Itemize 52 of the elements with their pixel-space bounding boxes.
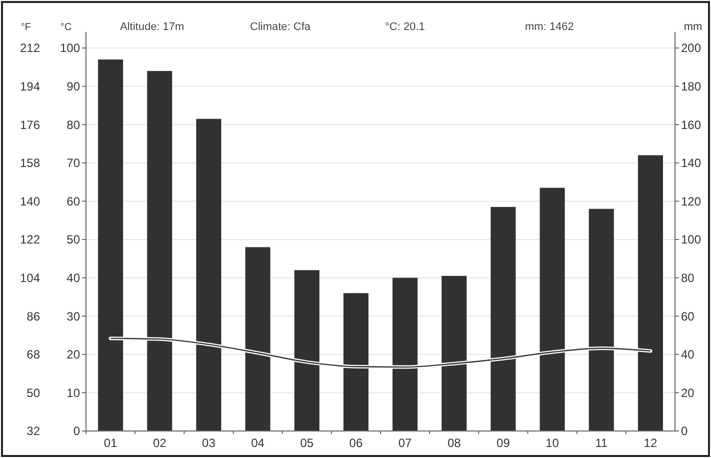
x-tick-label: 06 bbox=[349, 436, 363, 450]
text: Climate: Cfa bbox=[250, 21, 312, 33]
x-tick-label: 03 bbox=[202, 436, 216, 450]
y2-tick-label: 160 bbox=[681, 118, 702, 132]
y-tick-label: 30 bbox=[66, 309, 80, 324]
y3-tick-label: 104 bbox=[20, 271, 40, 285]
x-tick-label: 08 bbox=[447, 436, 462, 450]
y-tick-label: 100 bbox=[60, 41, 80, 56]
y-tick-label: 60 bbox=[66, 194, 80, 208]
y2-tick-label: 100 bbox=[681, 232, 702, 247]
y3-tick-label: 32 bbox=[26, 424, 40, 438]
y-tick-label: 70 bbox=[66, 156, 80, 170]
text: mm: 1462 bbox=[525, 21, 574, 33]
y3-tick-label: 68 bbox=[26, 348, 40, 362]
y-tick-label: 90 bbox=[66, 80, 80, 94]
x-tick-label: 04 bbox=[251, 436, 265, 450]
y-tick-label: 10 bbox=[66, 386, 80, 400]
x-tick-label: 12 bbox=[644, 436, 658, 450]
y3-tick-label: 50 bbox=[26, 386, 40, 400]
y-axis-title: °C bbox=[60, 22, 72, 33]
y2-tick-label: 80 bbox=[681, 271, 695, 285]
y2-tick-label: 200 bbox=[681, 41, 702, 56]
text: Altitude: 17m bbox=[120, 21, 184, 33]
y2-axis-title: mm bbox=[684, 21, 702, 33]
y2-tick-label: 0 bbox=[681, 424, 688, 438]
text: °C: 20.1 bbox=[385, 21, 425, 33]
y2-tick-label: 120 bbox=[681, 194, 702, 208]
y-tick-label: 50 bbox=[66, 232, 80, 247]
y2-tick-label: 140 bbox=[681, 156, 702, 170]
y2-tick-label: 180 bbox=[681, 80, 702, 94]
y3-tick-label: 158 bbox=[20, 156, 40, 170]
x-tick-label: 02 bbox=[152, 436, 167, 450]
y3-tick-label: 140 bbox=[20, 194, 40, 208]
y3-axis-title: °F bbox=[20, 22, 32, 33]
x-tick-label: 10 bbox=[546, 436, 560, 450]
x-tick-label: 05 bbox=[300, 436, 314, 450]
y3-tick-label: 212 bbox=[20, 41, 40, 56]
y-tick-label: 20 bbox=[66, 348, 80, 362]
x-tick-label: 01 bbox=[104, 436, 118, 450]
y-tick-label: 80 bbox=[66, 118, 80, 132]
y2-tick-label: 20 bbox=[681, 386, 695, 400]
x-tick-label: 11 bbox=[595, 436, 608, 450]
y3-tick-label: 86 bbox=[26, 309, 40, 324]
y-tick-label: 40 bbox=[66, 271, 80, 285]
y3-tick-label: 176 bbox=[20, 118, 40, 132]
y3-tick-label: 122 bbox=[20, 232, 40, 247]
y3-tick-label: 194 bbox=[20, 80, 40, 94]
y-tick-label: 0 bbox=[73, 424, 80, 438]
x-tick-label: 07 bbox=[398, 436, 412, 450]
x-tick-label: 09 bbox=[496, 436, 510, 450]
y2-tick-label: 40 bbox=[681, 348, 695, 362]
y2-tick-label: 60 bbox=[681, 309, 695, 324]
